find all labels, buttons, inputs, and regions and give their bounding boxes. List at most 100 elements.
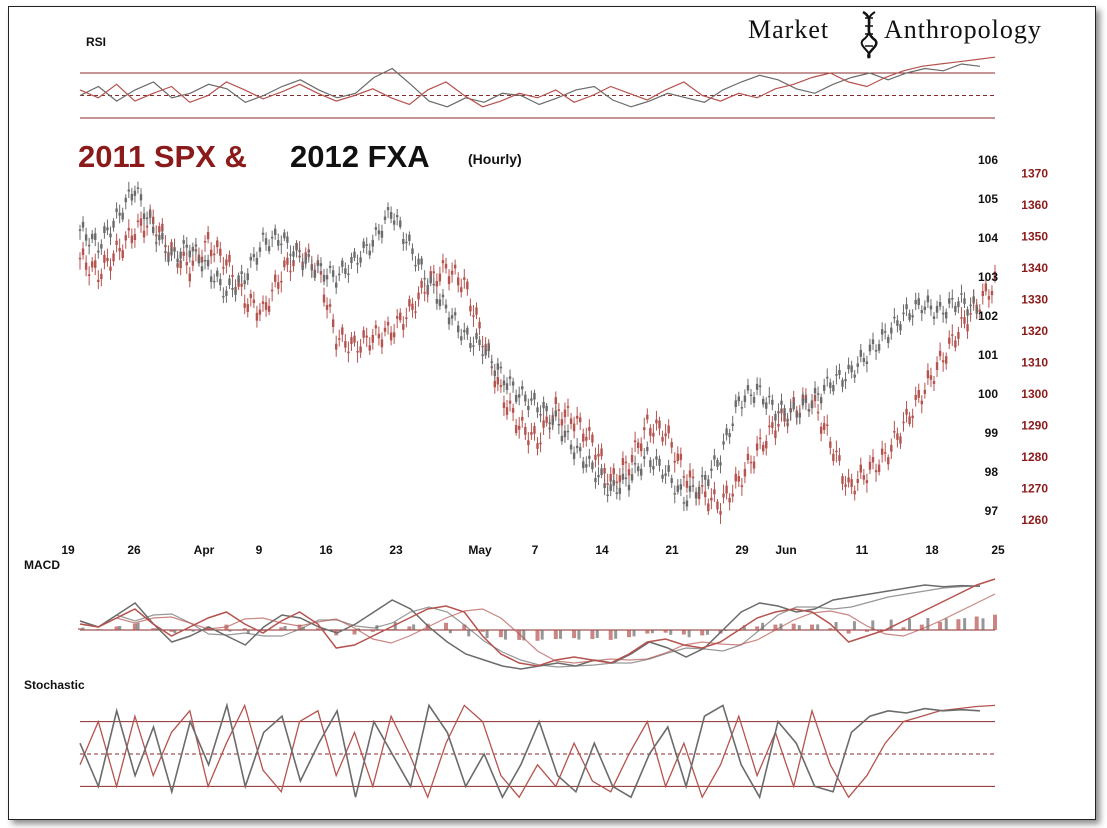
macd-fxa-histogram-bar	[834, 622, 838, 630]
spx-candle-body	[670, 442, 673, 448]
spx-candle-body	[575, 415, 579, 419]
fxa-candle-body	[145, 217, 149, 220]
macd-spx-histogram-bar	[938, 621, 943, 630]
x-axis: 19 26 Apr 9 16 23 May 7 14 21 29 Jun 11 18 25	[61, 543, 1005, 557]
spx-candle-body	[441, 260, 445, 264]
spx-candle-body	[469, 305, 472, 312]
spx-candle-body	[554, 397, 557, 405]
fxa-candle-body	[966, 309, 969, 316]
fxa-candle-body	[899, 324, 902, 331]
spx-candle-body	[682, 476, 686, 478]
spx-candle-body	[987, 296, 991, 300]
spx-candle-body	[325, 304, 329, 310]
spx-candle-body	[929, 375, 933, 380]
fxa-candle-body	[124, 197, 127, 203]
fxa-candle-body	[874, 349, 878, 352]
fxa-candle-body	[938, 301, 942, 307]
fxa-candle-body	[359, 257, 362, 263]
fxa-candle-body	[139, 194, 143, 201]
fxa-candle-body	[914, 299, 917, 305]
macd-spx-histogram-bar	[901, 627, 906, 630]
spx-candle-body	[100, 273, 103, 280]
fxa-candle-body	[246, 273, 249, 281]
spx-candle-body	[829, 441, 832, 448]
fxa-candle-body	[94, 233, 97, 240]
macd-spx-histogram-bar	[810, 624, 814, 630]
fxa-candle-body	[277, 240, 280, 246]
macd-spx-histogram-bar	[627, 630, 631, 638]
spx-candle-body	[990, 290, 994, 296]
spx-candle-body	[267, 305, 271, 312]
spx-series	[78, 204, 997, 524]
fxa-candle-body	[377, 230, 381, 235]
spx-candle-body	[908, 416, 911, 425]
spx-candle-body	[444, 263, 448, 269]
x-tick-label: Jun	[775, 543, 796, 557]
fxa-candle-body	[624, 477, 628, 480]
macd-fxa-histogram-bar	[577, 630, 581, 640]
fxa-candle-body	[133, 190, 137, 196]
fxa-candle-body	[209, 276, 213, 283]
fxa-candle-body	[484, 349, 487, 356]
macd-spx-histogram-bar	[791, 623, 796, 630]
spx-candle-body	[514, 425, 518, 433]
x-tick-label: 21	[665, 543, 679, 557]
spx-candle-body	[752, 461, 756, 469]
macd-fxa-histogram-bar	[614, 630, 618, 639]
spx-candle-body	[216, 240, 219, 248]
fxa-candle-body	[368, 250, 371, 256]
fxa-candle-body	[106, 227, 109, 231]
fxa-candle-body	[188, 250, 191, 258]
macd-spx-line	[79, 578, 996, 667]
macd-panel-label: MACD	[24, 558, 60, 572]
macd-fxa-histogram-bar	[852, 621, 856, 630]
fxa-candle-body	[81, 221, 85, 228]
spx-tick-label: 1280	[1021, 450, 1048, 464]
spx-candle-body	[746, 453, 750, 461]
fxa-candle-body	[603, 483, 606, 489]
fxa-candle-body	[499, 366, 503, 369]
macd-fxa-histogram-bar	[283, 626, 287, 630]
spx-tick-label: 1290	[1021, 419, 1048, 433]
fxa-candle-body	[618, 487, 622, 494]
fxa-candle-body	[780, 400, 783, 405]
fxa-candle-body	[490, 361, 493, 363]
spx-candle-body	[405, 317, 408, 319]
spx-candle-body	[960, 317, 963, 319]
fxa-candle-body	[945, 311, 948, 319]
spx-candle-body	[862, 475, 866, 480]
macd-fxa-histogram-bar	[522, 630, 526, 641]
spx-candle-body	[402, 324, 405, 330]
fxa-candle-body	[508, 376, 512, 379]
rsi-spx-line	[79, 56, 996, 108]
logo-word-market: Market	[748, 15, 829, 44]
spx-candle-body	[917, 390, 920, 398]
macd-fxa-histogram-bar	[412, 624, 416, 630]
fxa-candle-body	[972, 296, 975, 302]
spx-candle-body	[627, 469, 631, 476]
fxa-candle-body	[365, 244, 368, 246]
spx-candle-body	[954, 340, 957, 348]
fxa-candle-body	[694, 492, 698, 499]
spx-tick-label: 1310	[1021, 356, 1048, 370]
fxa-candle-body	[136, 187, 140, 189]
fxa-candle-body	[548, 422, 551, 424]
macd-spx-histogram-bar	[169, 630, 174, 632]
spx-candle-body	[652, 432, 655, 437]
fxa-candle-body	[258, 247, 262, 252]
macd-spx-histogram-bar	[993, 614, 997, 630]
fxa-candle-body	[850, 365, 853, 373]
spx-candle-body	[569, 418, 573, 424]
fxa-candle-body	[411, 248, 414, 254]
fxa-candle-body	[130, 194, 134, 201]
fxa-candle-body	[524, 394, 527, 402]
macd-fxa-histogram-bar	[210, 629, 214, 631]
fxa-candle-body	[469, 342, 472, 348]
fxa-candle-body	[954, 305, 957, 313]
fxa-tick-label: 97	[985, 504, 999, 518]
fxa-candle-body	[563, 430, 567, 438]
fxa-candle-body	[612, 480, 615, 486]
spx-candle-body	[713, 489, 716, 495]
macd-spx-histogram-bar	[279, 627, 284, 630]
fxa-candle-body	[331, 270, 335, 277]
